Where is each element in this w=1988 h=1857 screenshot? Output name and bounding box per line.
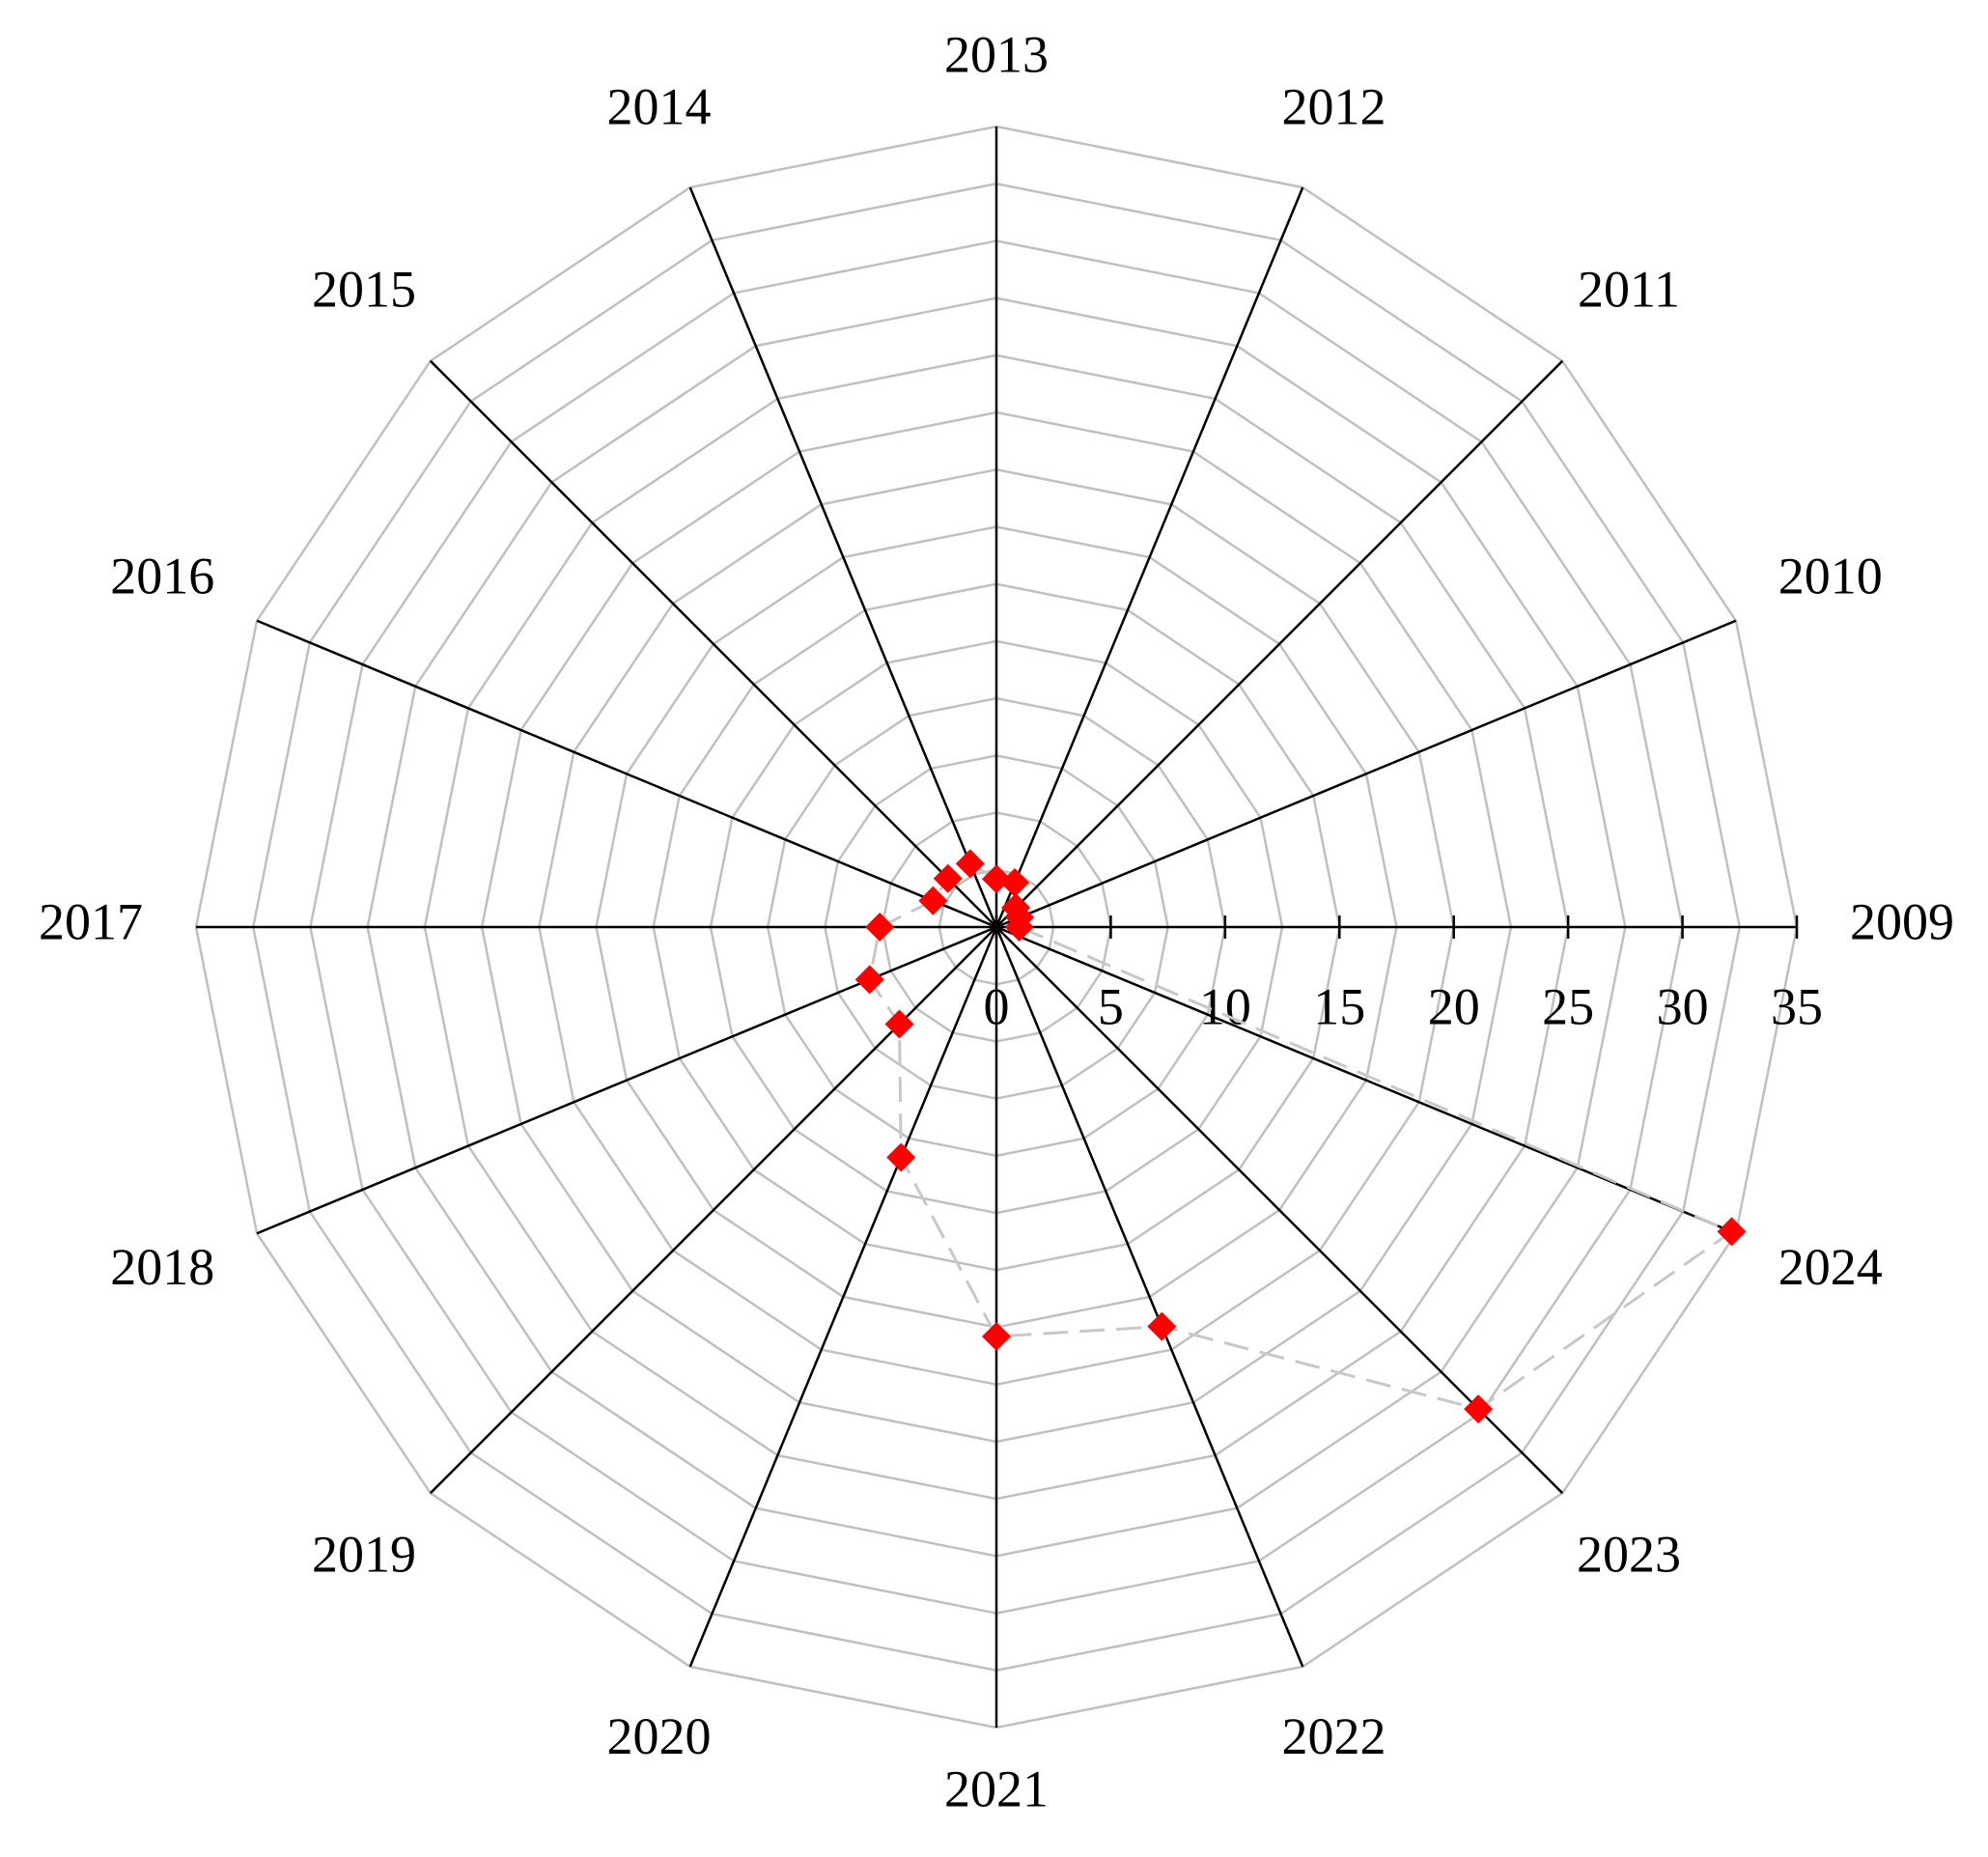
axis-spoke xyxy=(994,926,1304,1668)
axis-spoke xyxy=(256,925,997,1235)
axis-spoke xyxy=(994,186,1304,928)
category-label: 2013 xyxy=(944,25,1049,83)
tick-label: 15 xyxy=(1313,977,1365,1035)
tick-label: 20 xyxy=(1428,977,1480,1035)
data-marker xyxy=(884,1009,914,1039)
data-marker xyxy=(982,1321,1011,1351)
tick-label: 25 xyxy=(1542,977,1594,1035)
axis-spoke xyxy=(995,926,1564,1495)
data-marker xyxy=(1001,892,1031,922)
category-label: 2016 xyxy=(110,548,214,605)
category-label: 2017 xyxy=(39,892,143,950)
category-label: 2018 xyxy=(110,1238,214,1296)
data-marker xyxy=(933,863,963,893)
axis-spoke xyxy=(688,926,998,1668)
category-label: 2021 xyxy=(944,1759,1049,1817)
tick-label: 35 xyxy=(1771,977,1823,1035)
data-marker xyxy=(1000,868,1030,898)
category-label: 2019 xyxy=(312,1525,416,1583)
axis-spoke xyxy=(688,186,998,928)
data-marker xyxy=(955,849,985,879)
category-label: 2023 xyxy=(1577,1525,1681,1583)
data-marker xyxy=(1717,1217,1747,1247)
category-label: 2015 xyxy=(312,260,416,318)
data-marker xyxy=(1464,1394,1494,1424)
category-label: 2022 xyxy=(1282,1707,1386,1765)
data-marker xyxy=(982,864,1011,894)
axis-spoke xyxy=(995,925,1737,1235)
data-marker xyxy=(1147,1311,1177,1341)
category-label: 2014 xyxy=(606,78,711,136)
category-label: 2020 xyxy=(606,1707,711,1765)
tick-label: 0 xyxy=(984,977,1010,1035)
tick-label: 30 xyxy=(1657,977,1709,1035)
axis-spoke xyxy=(995,359,1564,928)
axis-spoke xyxy=(429,926,997,1495)
axis-spoke xyxy=(995,619,1737,929)
category-label: 2011 xyxy=(1578,260,1680,318)
category-label: 2009 xyxy=(1850,892,1954,950)
tick-label: 5 xyxy=(1098,977,1124,1035)
category-label: 2024 xyxy=(1778,1238,1883,1296)
axis-spoke xyxy=(256,619,997,929)
category-label: 2010 xyxy=(1778,548,1883,605)
axis-spoke xyxy=(429,359,997,928)
data-marker xyxy=(918,886,948,915)
category-label: 2012 xyxy=(1282,78,1386,136)
data-marker xyxy=(886,1142,916,1172)
data-marker xyxy=(854,965,884,995)
data-marker xyxy=(865,913,895,942)
